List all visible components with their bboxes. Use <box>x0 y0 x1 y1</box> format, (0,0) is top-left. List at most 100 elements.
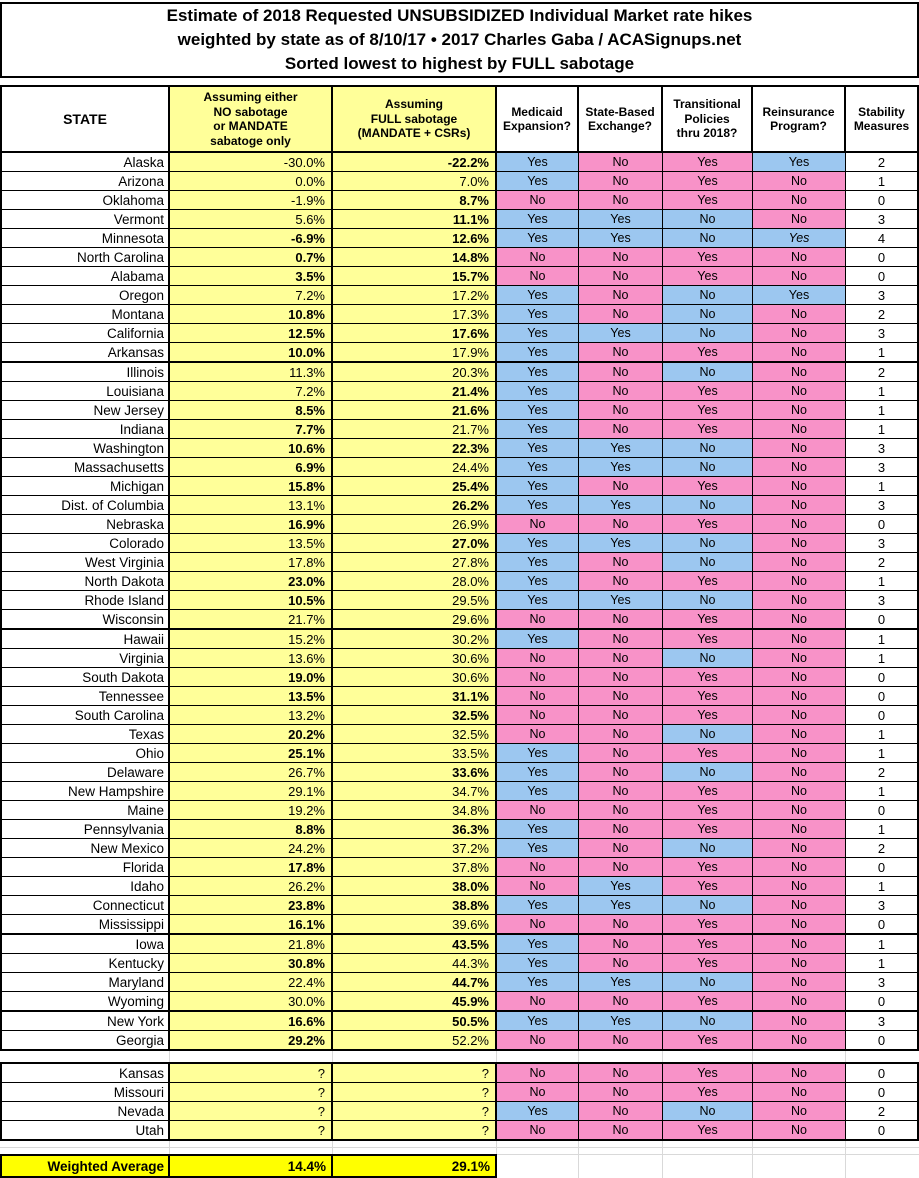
table-row: Minnesota -6.9% 12.6% Yes Yes No Yes 4 <box>2 229 917 248</box>
stability-cell: 3 <box>877 974 886 990</box>
table-row: Georgia 29.2% 52.2% No No Yes No 0 <box>2 1031 917 1049</box>
state-cell: New Jersey <box>2 401 170 419</box>
transitional-cell: Yes <box>663 401 753 419</box>
no-sabotage-cell: ? <box>170 1083 333 1101</box>
stability-cell: 0 <box>877 1032 886 1048</box>
table-row: Iowa 21.8% 43.5% Yes No Yes No 1 <box>2 935 917 954</box>
stability-cell: 2 <box>877 554 886 570</box>
table-row: Louisiana 7.2% 21.4% Yes No Yes No 1 <box>2 382 917 401</box>
medicaid-cell: Yes <box>497 382 579 400</box>
transitional-cell: Yes <box>663 801 753 819</box>
exchange-cell: No <box>579 649 663 667</box>
reinsurance-cell: No <box>753 1031 846 1049</box>
medicaid-cell: No <box>497 858 579 876</box>
no-sabotage-cell: -30.0% <box>170 153 333 171</box>
medicaid-cell: Yes <box>497 553 579 571</box>
transitional-cell: Yes <box>663 172 753 190</box>
full-sabotage-cell: 7.0% <box>333 172 497 190</box>
full-sabotage-cell: 31.1% <box>333 687 497 705</box>
stability-cell: 3 <box>877 897 886 913</box>
reinsurance-cell: No <box>753 534 846 552</box>
reinsurance-cell: No <box>753 610 846 628</box>
no-sabotage-cell: 11.3% <box>170 363 333 381</box>
no-sabotage-cell: 7.2% <box>170 382 333 400</box>
transitional-cell: Yes <box>663 248 753 266</box>
gridline-cell <box>497 1155 579 1178</box>
medicaid-cell: No <box>497 267 579 285</box>
weighted-average-no-sabotage: 14.4% <box>170 1156 333 1176</box>
no-sabotage-cell: -6.9% <box>170 229 333 247</box>
no-sabotage-cell: 20.2% <box>170 725 333 743</box>
title-line-1: Estimate of 2018 Requested UNSUBSIDIZED … <box>166 6 753 25</box>
exchange-cell: No <box>579 153 663 171</box>
no-sabotage-cell: 10.5% <box>170 591 333 609</box>
state-cell: Alabama <box>2 267 170 285</box>
state-cell: Montana <box>2 305 170 323</box>
medicaid-cell: No <box>497 191 579 209</box>
transitional-cell: Yes <box>663 858 753 876</box>
transitional-cell: Yes <box>663 687 753 705</box>
full-sabotage-cell: 43.5% <box>333 935 497 953</box>
full-sabotage-cell: 27.8% <box>333 553 497 571</box>
reinsurance-cell: No <box>753 382 846 400</box>
medicaid-cell: Yes <box>497 363 579 381</box>
no-sabotage-cell: 13.5% <box>170 687 333 705</box>
header-state: STATE <box>2 87 170 151</box>
table-row: New Hampshire 29.1% 34.7% Yes No Yes No 1 <box>2 782 917 801</box>
state-cell: Wyoming <box>2 992 170 1010</box>
no-sabotage-cell: 7.7% <box>170 420 333 438</box>
reinsurance-cell: No <box>753 267 846 285</box>
stability-cell: 3 <box>877 497 886 513</box>
stability-cell: 1 <box>877 402 886 418</box>
state-cell: Georgia <box>2 1031 170 1049</box>
medicaid-cell: Yes <box>497 534 579 552</box>
header-full-sabotage: Assuming FULL sabotage (MANDATE + CSRs) <box>333 87 497 151</box>
full-sabotage-cell: 14.8% <box>333 248 497 266</box>
gridline-cell <box>170 1051 333 1062</box>
full-sabotage-cell: 32.5% <box>333 725 497 743</box>
weighted-average-full-sabotage: 29.1% <box>333 1156 495 1176</box>
state-cell: Vermont <box>2 210 170 228</box>
table-row: Connecticut 23.8% 38.8% Yes Yes No No 3 <box>2 896 917 915</box>
table-row: Wisconsin 21.7% 29.6% No No Yes No 0 <box>2 610 917 630</box>
table-row: Illinois 11.3% 20.3% Yes No No No 2 <box>2 363 917 382</box>
reinsurance-cell: No <box>753 992 846 1010</box>
reinsurance-cell: No <box>753 210 846 228</box>
state-cell: Idaho <box>2 877 170 895</box>
full-sabotage-cell: 24.4% <box>333 458 497 476</box>
no-sabotage-cell: ? <box>170 1064 333 1082</box>
table-row: Mississippi 16.1% 39.6% No No Yes No 0 <box>2 915 917 935</box>
medicaid-cell: Yes <box>497 1012 579 1030</box>
stability-cell: 3 <box>877 440 886 456</box>
transitional-cell: No <box>663 591 753 609</box>
reinsurance-cell: No <box>753 553 846 571</box>
stability-cell: 1 <box>877 478 886 494</box>
state-cell: Kansas <box>2 1064 170 1082</box>
reinsurance-cell: No <box>753 1102 846 1120</box>
unknown-states-table: Kansas?? No No Yes No 0 Missouri?? No No Yes No 0 Ne… <box>0 1062 919 1141</box>
exchange-cell: No <box>579 553 663 571</box>
weighted-average-section: Weighted Average 14.4% 29.1% <box>0 1154 919 1178</box>
stability-cell: 1 <box>877 344 886 360</box>
table-row: Maryland 22.4% 44.7% Yes Yes No No 3 <box>2 973 917 992</box>
state-cell: New Hampshire <box>2 782 170 800</box>
transitional-cell: No <box>663 725 753 743</box>
full-sabotage-cell: 29.6% <box>333 610 497 628</box>
no-sabotage-cell: 8.8% <box>170 820 333 838</box>
exchange-cell: No <box>579 763 663 781</box>
full-sabotage-cell: 25.4% <box>333 477 497 495</box>
no-sabotage-cell: ? <box>170 1102 333 1120</box>
table-row: New Mexico 24.2% 37.2% Yes No No No 2 <box>2 839 917 858</box>
medicaid-cell: No <box>497 706 579 724</box>
no-sabotage-cell: 0.7% <box>170 248 333 266</box>
full-sabotage-cell: ? <box>333 1064 497 1082</box>
full-sabotage-cell: 17.9% <box>333 343 497 361</box>
weighted-average-row: Weighted Average 14.4% 29.1% <box>0 1154 497 1178</box>
state-cell: Mississippi <box>2 915 170 933</box>
medicaid-cell: No <box>497 1083 579 1101</box>
exchange-cell: No <box>579 706 663 724</box>
table-row: Ohio 25.1% 33.5% Yes No Yes No 1 <box>2 744 917 763</box>
stability-cell: 1 <box>877 173 886 189</box>
grid-gap-strip-1 <box>0 1051 919 1062</box>
transitional-cell: Yes <box>663 382 753 400</box>
